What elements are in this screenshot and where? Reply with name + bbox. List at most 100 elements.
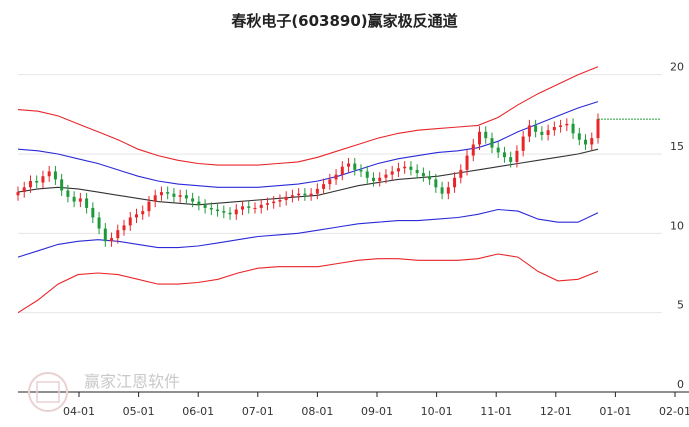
candle-body xyxy=(559,125,563,128)
candle-body xyxy=(409,166,413,170)
candle-body xyxy=(228,212,232,215)
candle-body xyxy=(41,176,45,183)
candle-body xyxy=(166,192,170,194)
candle-body xyxy=(297,193,301,196)
x-tick-label: 12-01 xyxy=(540,405,572,418)
candle-body xyxy=(428,176,432,180)
candle-body xyxy=(546,130,550,135)
chart-title: 春秋电子(603890)赢家极反通道 xyxy=(231,12,458,30)
candle-body xyxy=(78,198,82,202)
candle-body xyxy=(347,163,351,167)
candle-body xyxy=(241,206,245,210)
candle-body xyxy=(353,163,357,170)
y-tick-label: 0 xyxy=(677,378,684,391)
y-tick-label: 15 xyxy=(670,140,684,153)
candle-body xyxy=(184,195,188,199)
mid-line-line xyxy=(17,148,599,206)
candle-body xyxy=(85,198,89,208)
x-tick-label: 01-01 xyxy=(599,405,631,418)
candle-body xyxy=(328,179,332,185)
candle-body xyxy=(396,168,400,172)
band-layer xyxy=(17,66,599,314)
candle-body xyxy=(359,169,363,172)
candle-body xyxy=(484,131,488,139)
x-tick-label: 08-01 xyxy=(301,405,333,418)
candle-body xyxy=(178,195,182,197)
candle-body xyxy=(421,173,425,177)
candle-body xyxy=(434,179,438,188)
candle-body xyxy=(552,127,556,131)
candle-body xyxy=(496,147,500,153)
candle-body xyxy=(197,201,201,205)
candle-body xyxy=(159,192,163,196)
candle-body xyxy=(515,150,519,162)
candle-body xyxy=(471,144,475,156)
candle-body xyxy=(577,133,581,140)
candle-body xyxy=(134,214,138,218)
candle-body xyxy=(122,225,126,231)
candle-body xyxy=(584,139,588,145)
candle-body xyxy=(459,169,463,178)
y-tick-label: 5 xyxy=(677,299,684,312)
watermark-logo-mark xyxy=(36,381,60,403)
candle-body xyxy=(35,180,39,183)
watermark-layer: 赢家江恩软件 xyxy=(28,372,180,412)
candle-body xyxy=(191,198,195,202)
candle-body xyxy=(290,195,294,197)
candle-body xyxy=(22,187,26,193)
candle-body xyxy=(490,138,494,148)
axis-layer: 0 5 10 15 20 04-01 05-01 06-01 07-01 08-01 09-01 10… xyxy=(18,61,689,418)
candle-body xyxy=(47,171,51,177)
outer-lower-line xyxy=(17,253,599,314)
candle-body xyxy=(147,201,151,212)
candle-body xyxy=(453,177,457,188)
candle-body xyxy=(334,174,338,180)
candle-body xyxy=(116,230,120,239)
candle-body xyxy=(28,180,32,188)
candle-body xyxy=(565,123,569,126)
candle-body xyxy=(222,211,226,213)
y-tick-label: 20 xyxy=(670,61,684,74)
candle-body xyxy=(141,211,145,215)
y-tick-label: 10 xyxy=(670,219,684,232)
candle-body xyxy=(403,166,407,169)
x-tick-label: 10-01 xyxy=(421,405,453,418)
candle-body xyxy=(509,157,513,162)
candle-body xyxy=(284,196,288,201)
candle-body xyxy=(446,187,450,194)
x-tick-label: 06-01 xyxy=(182,405,214,418)
x-tick-label: 07-01 xyxy=(242,405,274,418)
candle-body xyxy=(172,193,176,197)
candle-body xyxy=(440,187,444,194)
candle-body xyxy=(265,203,269,205)
candle-body xyxy=(303,193,307,196)
candle-body xyxy=(203,204,207,208)
candle-body xyxy=(590,138,594,145)
x-tick-label: 05-01 xyxy=(123,405,155,418)
inner-lower-line xyxy=(17,208,599,258)
candle-body xyxy=(315,188,319,194)
candle-body xyxy=(540,131,544,135)
candle-body xyxy=(596,119,600,139)
candle-body xyxy=(110,238,114,242)
candle-body xyxy=(378,177,382,181)
watermark-logo xyxy=(28,372,68,412)
candle-body xyxy=(340,166,344,175)
candle-body xyxy=(322,184,326,189)
outer-upper-line xyxy=(17,66,599,166)
candle-body xyxy=(478,131,482,145)
candle-body xyxy=(72,196,76,202)
candle-body xyxy=(153,195,157,202)
candle-body xyxy=(234,209,238,215)
candle-body xyxy=(571,123,575,134)
candle-body xyxy=(502,152,506,158)
candle-body xyxy=(465,155,469,170)
candle-body xyxy=(103,228,107,242)
candle-body xyxy=(209,207,213,210)
candle-body xyxy=(53,171,57,180)
candle-body xyxy=(253,207,257,209)
grid-layer xyxy=(18,74,662,314)
inner-upper-line xyxy=(17,101,599,188)
